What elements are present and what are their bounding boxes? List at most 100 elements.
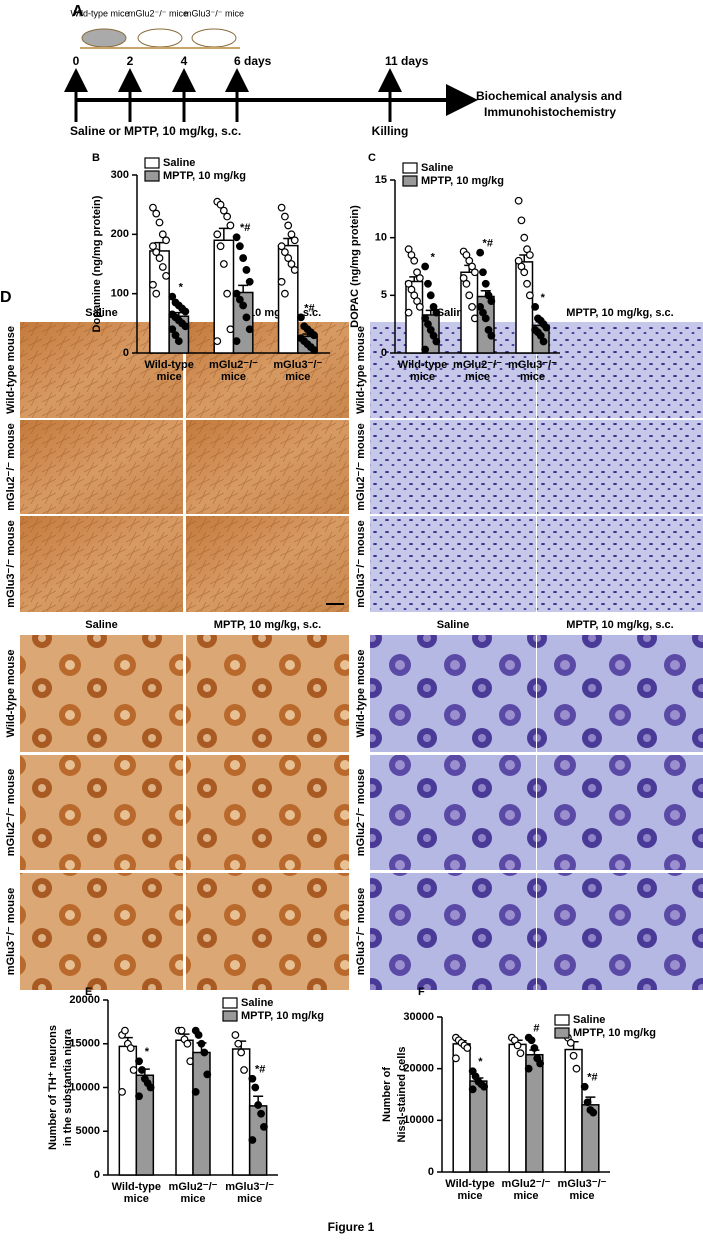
x-tick-label: mice: [221, 371, 246, 383]
column-header: Saline: [437, 619, 469, 631]
micrograph-texture: [20, 516, 183, 612]
x-tick-label: mice: [569, 1190, 594, 1202]
data-point: [517, 216, 526, 225]
panel-letter: E: [85, 986, 92, 998]
data-point: [155, 254, 164, 262]
y-tick-label: 30000: [403, 1011, 434, 1023]
data-point: [232, 289, 241, 298]
data-point: [525, 251, 534, 259]
data-point: [149, 203, 157, 212]
data-point: [235, 295, 244, 304]
micrograph-texture: [186, 322, 349, 418]
significance-label: *: [431, 251, 436, 263]
data-point: [242, 313, 251, 322]
micrograph: [537, 322, 703, 418]
data-point: [281, 248, 289, 257]
treatment-label: Saline or MPTP, 10 mg/kg, s.c.: [70, 124, 241, 138]
x-tick-label: Wild-type: [445, 1178, 494, 1190]
legend-label: MPTP, 10 mg/kg: [163, 170, 246, 182]
micrograph: [186, 755, 349, 870]
legend-label: Saline: [241, 997, 273, 1009]
significance-label: #: [533, 1023, 539, 1035]
micrograph: [537, 873, 703, 990]
significance-label: *: [478, 1056, 483, 1068]
data-point: [424, 279, 432, 288]
y-axis-label: Number of TH⁺ neurons: [47, 1025, 59, 1150]
outcome-label: Biochemical analysis and: [476, 89, 622, 103]
data-point: [129, 1066, 138, 1074]
figure-caption: Figure 1: [328, 1220, 375, 1234]
data-point: [536, 1059, 545, 1068]
legend-label: MPTP, 10 mg/kg: [421, 175, 504, 187]
data-point: [310, 331, 318, 340]
data-point: [152, 289, 161, 298]
data-point: [248, 1074, 257, 1083]
y-tick-label: 0: [94, 1169, 100, 1181]
y-tick-label: 200: [111, 228, 129, 240]
x-tick-label: Wild-type: [112, 1181, 161, 1193]
data-point: [583, 1098, 592, 1107]
y-tick-label: 10: [375, 232, 387, 244]
data-point: [194, 1031, 203, 1039]
data-point: [516, 1049, 525, 1058]
y-tick-label: 10000: [69, 1081, 100, 1093]
y-axis-label: Nissl-stained cells: [396, 1047, 408, 1143]
x-tick-label: mice: [513, 1190, 538, 1202]
data-point: [152, 248, 161, 257]
data-point: [572, 1064, 581, 1073]
data-point: [181, 322, 190, 331]
row-label: mGlu2⁻/⁻ mouse: [355, 423, 367, 510]
row-label: mGlu2⁻/⁻ mouse: [355, 769, 367, 856]
data-point: [277, 203, 286, 212]
row-label: Wild-type mouse: [5, 326, 17, 414]
y-tick-label: 0: [428, 1166, 434, 1178]
data-point: [231, 1031, 240, 1039]
data-point: [158, 230, 167, 239]
data-point: [468, 1085, 477, 1094]
error-bar: [238, 284, 249, 293]
data-point: [481, 279, 490, 288]
data-point: [462, 279, 471, 288]
data-point: [155, 218, 164, 227]
significance-label: *#: [587, 1072, 597, 1084]
x-tick-label: mice: [457, 1190, 482, 1202]
legend-swatch: [222, 997, 238, 1009]
micrograph: [20, 873, 183, 990]
significance-label: *#: [483, 238, 493, 250]
row-label: mGlu3⁻/⁻ mouse: [5, 888, 17, 975]
error-bar: [218, 227, 229, 241]
data-point: [257, 1109, 265, 1118]
mouse-label: mGlu2⁻/⁻ mice: [128, 8, 188, 18]
data-point: [200, 1048, 209, 1057]
x-tick-label: mice: [124, 1193, 149, 1205]
row-label: Wild-type mouse: [355, 650, 367, 738]
timepoint-arrows: [64, 68, 402, 122]
panel-letter: F: [418, 986, 425, 998]
data-point: [149, 242, 157, 251]
x-tick-label: mice: [520, 371, 545, 383]
legend-label: MPTP, 10 mg/kg: [241, 1010, 324, 1022]
legend-swatch: [402, 162, 418, 174]
data-point: [530, 1044, 539, 1052]
legend-label: Saline: [163, 157, 195, 169]
data-point: [468, 302, 476, 311]
y-tick-label: 5: [381, 289, 387, 301]
data-point: [476, 248, 485, 257]
bar: [118, 1045, 138, 1176]
data-point: [520, 268, 529, 277]
x-tick-label: mice: [410, 371, 435, 383]
data-point: [487, 331, 496, 340]
day-label: 0: [73, 54, 80, 68]
mouse-icons: [80, 28, 240, 49]
micrograph: [186, 873, 349, 990]
data-point: [226, 325, 235, 334]
data-point: [232, 233, 241, 242]
data-point: [149, 280, 157, 289]
data-point: [487, 297, 496, 306]
micrograph: [370, 755, 536, 870]
y-tick-label: 10000: [403, 1114, 434, 1126]
data-point: [287, 230, 296, 239]
data-point: [421, 345, 430, 354]
column-header: Saline: [85, 307, 117, 319]
